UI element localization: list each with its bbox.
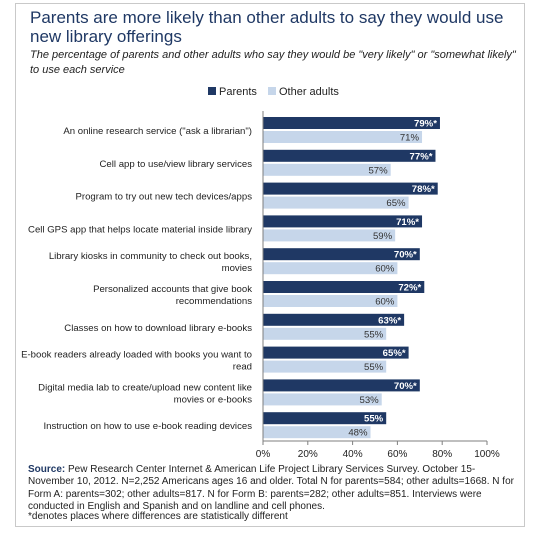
legend-item-other: Other adults [267, 86, 339, 98]
category-label-line: movies [222, 263, 253, 274]
bar-parents [263, 313, 405, 326]
category-label: Library kiosks in community to check out… [49, 251, 252, 274]
legend: Parents Other adults [208, 86, 347, 98]
bar-other-adults [263, 295, 398, 307]
bar-parents [263, 149, 436, 162]
category-label: Cell app to use/view library services [100, 159, 253, 170]
bar-parents [263, 379, 420, 392]
data-label-parents: 77%* [410, 151, 433, 162]
source-text: Pew Research Center Internet & American … [28, 464, 514, 513]
legend-item-parents: Parents [208, 86, 260, 98]
bar-other-adults [263, 426, 371, 439]
category-label: Program to try out new tech devices/apps [75, 192, 252, 203]
legend-swatch-parents [208, 87, 216, 95]
legend-label-parents: Parents [219, 86, 257, 98]
data-label-other-adults: 55% [364, 329, 384, 340]
chart-title: Parents are more likely than other adult… [30, 8, 504, 46]
x-tick-label: 0% [256, 449, 271, 460]
data-label-parents: 71%* [396, 217, 419, 228]
data-label-parents: 72%* [398, 283, 421, 294]
bar-parents [263, 182, 438, 195]
bar-parents [263, 346, 409, 359]
category-label: Digital media lab to create/upload new c… [38, 382, 252, 405]
chart-subtitle: The percentage of parents and other adul… [30, 49, 516, 76]
data-label-other-adults: 53% [360, 395, 380, 406]
category-label-line: Cell app to use/view library services [100, 159, 253, 170]
data-label-parents: 78%* [412, 184, 435, 195]
bar-other-adults [263, 393, 382, 406]
data-label-other-adults: 65% [386, 198, 406, 209]
bar-parents [263, 412, 387, 425]
data-label-parents: 79%* [414, 119, 437, 130]
bar-parents [263, 248, 420, 261]
bar-other-adults [263, 327, 387, 340]
data-label-other-adults: 60% [375, 297, 395, 308]
x-tick-label: 60% [387, 449, 407, 460]
bar-other-adults [263, 262, 398, 275]
category-label-line: Digital media lab to create/upload new c… [38, 382, 252, 393]
bar-chart: An online research service ("ask a libra… [21, 111, 500, 460]
bar-other-adults [263, 163, 391, 176]
bar-parents [263, 281, 425, 293]
data-label-parents: 70%* [394, 250, 417, 261]
category-label-line: Instruction on how to use e-book reading… [43, 421, 252, 432]
category-label: An online research service ("ask a libra… [63, 126, 252, 137]
bar-other-adults [263, 360, 387, 373]
bar-other-adults [263, 229, 396, 242]
category-label: E-book readers already loaded with books… [21, 350, 252, 373]
x-tick-label: 40% [343, 449, 363, 460]
data-label-other-adults: 71% [400, 133, 420, 144]
data-label-other-adults: 48% [348, 428, 368, 439]
category-label-line: An online research service ("ask a libra… [63, 126, 252, 137]
category-label: Cell GPS app that helps locate material … [28, 224, 252, 235]
legend-label-other: Other adults [278, 86, 339, 98]
source-label: Source: [28, 464, 66, 475]
data-label-other-adults: 55% [364, 362, 384, 373]
bar-parents [263, 215, 423, 228]
bar-parents [263, 117, 440, 129]
data-label-other-adults: 60% [375, 264, 395, 275]
category-label-line: read [233, 362, 252, 373]
category-label: Classes on how to download library e-boo… [64, 323, 252, 334]
category-label-line: recommendations [176, 296, 252, 307]
data-label-other-adults: 59% [373, 231, 393, 242]
bar-other-adults [263, 196, 409, 209]
category-label: Personalized accounts that give book reco… [93, 284, 252, 307]
data-label-parents: 55% [364, 414, 384, 425]
source-note: Source: Pew Research Center Internet & A… [28, 464, 518, 514]
footnote: *denotes places where differences are st… [28, 511, 288, 522]
category-label-line: Personalized accounts that give book [93, 284, 252, 295]
data-label-parents: 70%* [394, 381, 417, 392]
legend-swatch-other [267, 87, 276, 95]
x-tick-label: 80% [432, 449, 452, 460]
category-label-line: Library kiosks in community to check out… [49, 251, 252, 262]
category-label-line: Classes on how to download library e-boo… [64, 323, 252, 334]
data-label-other-adults: 57% [368, 165, 388, 176]
category-label-line: Program to try out new tech devices/apps [75, 192, 252, 203]
x-tick-label: 20% [298, 449, 318, 460]
data-label-parents: 65%* [383, 348, 406, 359]
category-label-line: E-book readers already loaded with books… [21, 350, 252, 361]
data-label-parents: 63%* [378, 315, 401, 326]
bar-other-adults [263, 131, 423, 143]
category-label-line: movies or e-books [174, 394, 253, 405]
x-tick-label: 100% [474, 449, 500, 460]
category-label-line: Cell GPS app that helps locate material … [28, 224, 252, 235]
category-label: Instruction on how to use e-book reading… [43, 421, 252, 432]
